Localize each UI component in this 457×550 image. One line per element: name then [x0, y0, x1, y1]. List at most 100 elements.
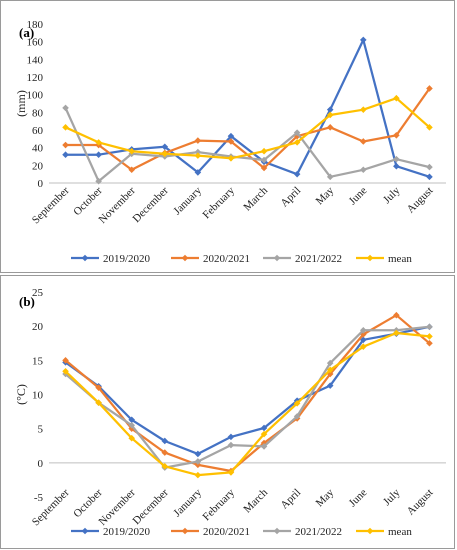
- legend-item: 2020/2021: [171, 253, 250, 265]
- data-point: [260, 147, 268, 155]
- data-point: [359, 106, 367, 113]
- data-point: [62, 151, 69, 159]
- data-point: [293, 400, 301, 407]
- y-tick-label: 100: [27, 90, 44, 102]
- legend-marker: [81, 527, 89, 535]
- panel-precipitation: (a) (mm) 0 20 40 60 80 100 120 140 160 180 September…: [0, 0, 455, 273]
- x-tick-label: April: [278, 487, 303, 512]
- y-tick-label: 80: [32, 107, 44, 119]
- data-point: [293, 132, 301, 140]
- y-tick-label: 160: [27, 37, 44, 49]
- data-point: [393, 94, 400, 102]
- data-point: [393, 329, 400, 337]
- data-point: [227, 138, 235, 145]
- x-tick-label: March: [241, 184, 270, 213]
- data-point: [293, 129, 301, 136]
- legend-item: 2019/2020: [71, 526, 151, 538]
- data-point: [393, 162, 400, 170]
- legend-label: 2021/2022: [295, 526, 342, 538]
- data-point: [426, 85, 433, 92]
- x-tick-label: November: [97, 184, 139, 226]
- data-point: [326, 366, 334, 374]
- data-point: [194, 152, 202, 159]
- y-tick-label: 60: [32, 125, 44, 137]
- data-point: [227, 441, 235, 449]
- data-point: [260, 443, 268, 450]
- legend-item: 2021/2022: [263, 526, 342, 538]
- data-point: [359, 36, 367, 44]
- data-point: [260, 156, 268, 164]
- y-tick-label: -5: [34, 492, 44, 504]
- legend-label: 2019/2020: [103, 526, 151, 538]
- series-line-2021-2022: [64, 107, 430, 183]
- data-point: [227, 433, 235, 441]
- data-point: [426, 124, 433, 131]
- legend-marker: [81, 254, 89, 262]
- data-point: [426, 339, 433, 347]
- legend-item: 2021/2022: [263, 253, 342, 265]
- y-tick-label: 25: [32, 287, 44, 299]
- data-point: [95, 399, 102, 406]
- data-point: [426, 163, 433, 171]
- data-point: [326, 370, 334, 378]
- data-point: [293, 413, 301, 420]
- data-point: [393, 155, 400, 163]
- x-tick-label: March: [241, 486, 270, 515]
- data-point: [227, 469, 235, 476]
- data-point: [161, 462, 169, 470]
- series-line-2021-2022: [64, 325, 430, 469]
- data-point: [128, 425, 136, 432]
- legend-label: 2021/2022: [295, 253, 342, 265]
- data-point: [161, 437, 169, 445]
- data-point: [326, 111, 334, 119]
- legend-label: 2020/2021: [203, 526, 250, 538]
- data-point: [62, 104, 69, 112]
- x-tick-label: June: [347, 185, 370, 208]
- data-point: [194, 450, 202, 458]
- x-tick-label: July: [381, 486, 403, 508]
- legend-marker: [181, 254, 189, 262]
- data-point: [95, 151, 102, 159]
- data-point: [393, 132, 400, 139]
- data-point: [161, 143, 169, 151]
- legend-label: 2020/2021: [203, 253, 250, 265]
- data-point: [194, 461, 202, 469]
- series-line-2019-2020: [65, 38, 430, 178]
- x-tick-label: May: [314, 486, 337, 509]
- data-point: [326, 382, 334, 389]
- series-line-2019-2020: [64, 325, 430, 456]
- data-point: [62, 124, 69, 131]
- y-tick-label: 140: [27, 54, 44, 66]
- legend-marker: [366, 527, 374, 535]
- data-point: [128, 434, 136, 442]
- data-point: [161, 150, 169, 158]
- legend-item: 2019/2020: [71, 253, 151, 265]
- legend-marker: [273, 527, 281, 535]
- x-tick-label: August: [405, 185, 436, 216]
- data-point: [260, 430, 268, 438]
- data-point: [359, 331, 367, 338]
- y-axis-title: (°C): [14, 384, 28, 405]
- data-point: [359, 138, 367, 145]
- x-tick-label: August: [405, 487, 436, 518]
- y-tick-label: 15: [32, 355, 44, 367]
- legend-marker: [273, 254, 281, 262]
- x-tick-label: February: [201, 184, 238, 221]
- data-point: [293, 139, 301, 146]
- legend-label: 2019/2020: [103, 253, 151, 265]
- data-point: [326, 106, 334, 113]
- data-point: [326, 124, 334, 131]
- data-point: [194, 169, 202, 176]
- legend-item: 2020/2021: [171, 526, 250, 538]
- data-point: [393, 311, 400, 319]
- series-line-mean: [64, 331, 430, 477]
- data-point: [426, 323, 433, 331]
- data-point: [95, 139, 102, 146]
- x-tick-label: November: [97, 486, 139, 528]
- x-tick-label: December: [130, 184, 171, 225]
- data-point: [194, 148, 202, 156]
- data-point: [227, 154, 235, 162]
- legend-label: mean: [388, 253, 412, 265]
